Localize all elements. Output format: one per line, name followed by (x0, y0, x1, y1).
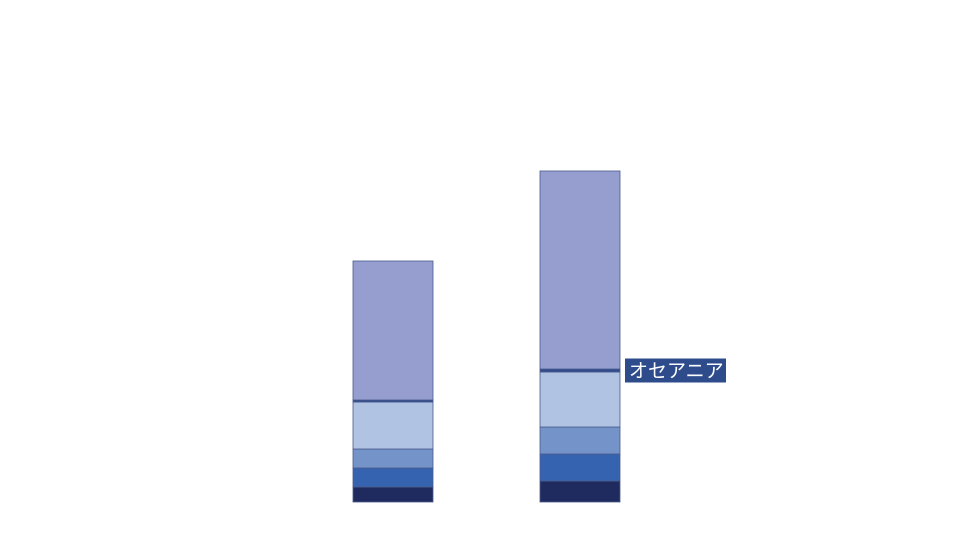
bar-segment (539, 368, 621, 373)
bar-segment (539, 371, 621, 428)
bar-segment (352, 486, 434, 503)
bar-segment (539, 453, 621, 482)
bar-segment (539, 480, 621, 503)
bar-segment (352, 260, 434, 401)
bar-segment (352, 401, 434, 450)
label-box (625, 358, 726, 383)
series-label: オセアニア (629, 360, 724, 382)
bar-segment (352, 467, 434, 488)
bar-segment (539, 170, 621, 370)
bar-segment (352, 448, 434, 469)
bar-segment (539, 426, 621, 455)
